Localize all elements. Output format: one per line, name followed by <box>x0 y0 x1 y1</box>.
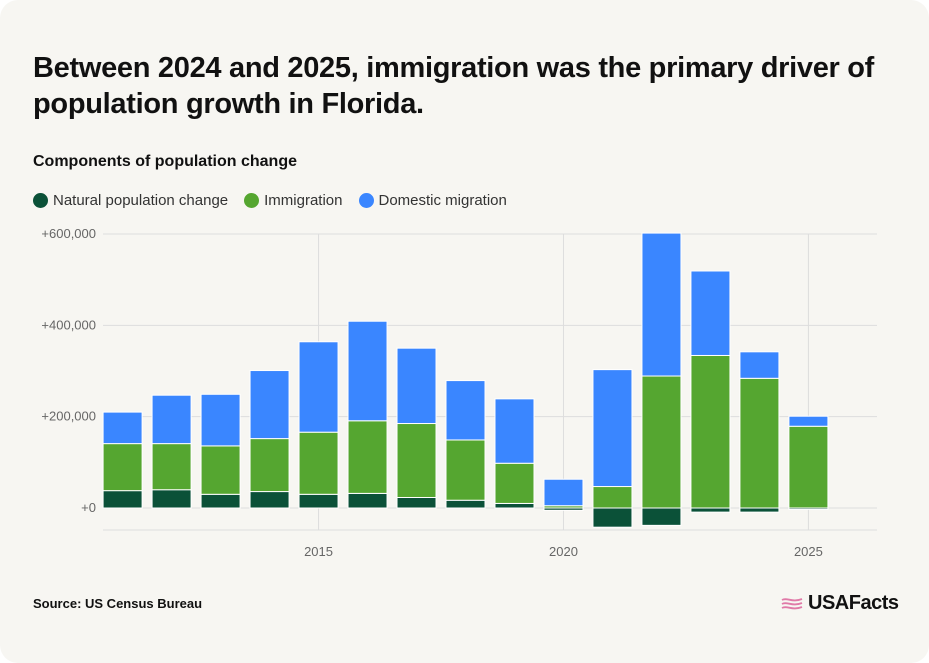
legend-label-domestic: Domestic migration <box>378 192 507 209</box>
bar-immigration <box>151 443 192 491</box>
bar-domestic <box>739 351 780 379</box>
x-tick-label: 2015 <box>304 544 333 559</box>
bar-immigration <box>690 354 731 509</box>
bar-immigration <box>494 462 535 504</box>
x-tick-label: 2025 <box>794 544 823 559</box>
bar-domestic <box>396 347 437 425</box>
bar-immigration <box>249 438 290 493</box>
bar-immigration <box>641 375 682 509</box>
bar-natural <box>690 507 731 513</box>
legend-item-immigration: Immigration <box>244 192 343 209</box>
bar-immigration <box>445 439 486 501</box>
bars-layer <box>102 232 829 528</box>
bar-domestic <box>788 415 829 427</box>
axis-labels-layer: +0 +200,000 +400,000 +600,000 2015 2020 2025 <box>41 226 822 559</box>
bar-domestic <box>298 341 339 433</box>
bar-immigration <box>396 423 437 498</box>
legend-swatch-natural <box>33 193 48 208</box>
bar-domestic <box>592 369 633 488</box>
bar-natural <box>298 493 339 509</box>
source-note: Source: US Census Bureau <box>33 596 203 611</box>
y-tick-label: +400,000 <box>41 317 96 332</box>
bar-domestic <box>102 411 143 445</box>
bar-immigration <box>200 445 241 495</box>
legend: Natural population change Immigration Do… <box>33 192 507 209</box>
chart-subtitle: Components of population change <box>33 153 297 170</box>
bar-natural <box>641 507 682 526</box>
bar-natural <box>347 492 388 509</box>
brand-name: USAFacts <box>808 592 899 614</box>
bar-domestic <box>641 232 682 377</box>
legend-swatch-domestic <box>358 193 374 208</box>
bar-immigration <box>298 431 339 495</box>
bar-domestic <box>151 394 192 445</box>
y-tick-label: +600,000 <box>41 226 96 241</box>
legend-label-immigration: Immigration <box>264 192 343 209</box>
bar-natural <box>151 489 192 509</box>
flag-icon <box>781 597 803 609</box>
bar-domestic <box>445 380 486 441</box>
bar-domestic <box>494 398 535 464</box>
bar-immigration <box>347 420 388 494</box>
bar-natural <box>445 499 486 509</box>
bar-domestic <box>347 320 388 422</box>
bar-immigration <box>592 486 633 509</box>
bar-natural <box>739 507 780 513</box>
y-tick-label: +0 <box>81 500 96 515</box>
bar-natural <box>592 507 633 528</box>
bar-immigration <box>788 425 829 509</box>
bar-natural <box>200 493 241 509</box>
legend-item-natural: Natural population change <box>33 192 228 209</box>
bar-immigration <box>739 377 780 509</box>
bar-natural <box>102 490 143 509</box>
bar-immigration <box>102 443 143 492</box>
bar-domestic <box>249 370 290 440</box>
chart-title: Between 2024 and 2025, immigration was t… <box>33 52 875 120</box>
bar-domestic <box>690 270 731 356</box>
x-tick-label: 2020 <box>549 544 578 559</box>
bar-domestic <box>200 393 241 447</box>
legend-label-natural: Natural population change <box>53 192 229 209</box>
bar-natural <box>249 491 290 509</box>
bar-natural <box>396 496 437 509</box>
legend-swatch-immigration <box>244 193 260 208</box>
y-tick-label: +200,000 <box>41 409 96 424</box>
population-change-chart: +0 +200,000 +400,000 +600,000 2015 2020 2025 <box>41 226 877 559</box>
legend-item-domestic: Domestic migration <box>358 192 507 209</box>
bar-natural <box>494 502 535 509</box>
bar-domestic <box>543 478 584 507</box>
brand-logo[interactable]: USAFacts <box>780 592 899 615</box>
